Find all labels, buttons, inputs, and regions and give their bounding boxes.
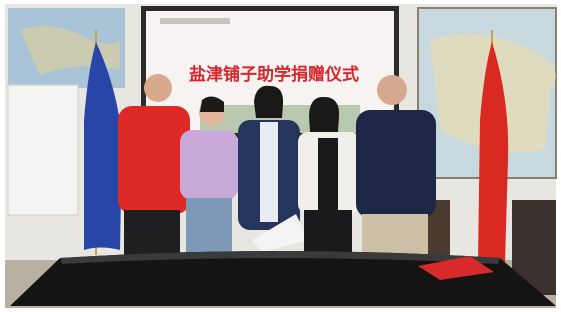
red-shirt [118,106,190,214]
photo: 盐津铺子助学捐赠仪式 [0,0,561,312]
hair [309,97,339,132]
shirt [260,122,278,222]
dark-top [318,138,338,214]
whiteboard [8,85,78,215]
navy-shirt [356,110,436,218]
screen-logo [160,18,230,24]
trousers [304,210,352,258]
jeans [186,198,232,256]
lavender-shirt [180,130,238,200]
head [377,75,407,105]
hair [254,86,283,118]
head [144,74,172,102]
screen-title: 盐津铺子助学捐赠仪式 [189,64,359,85]
